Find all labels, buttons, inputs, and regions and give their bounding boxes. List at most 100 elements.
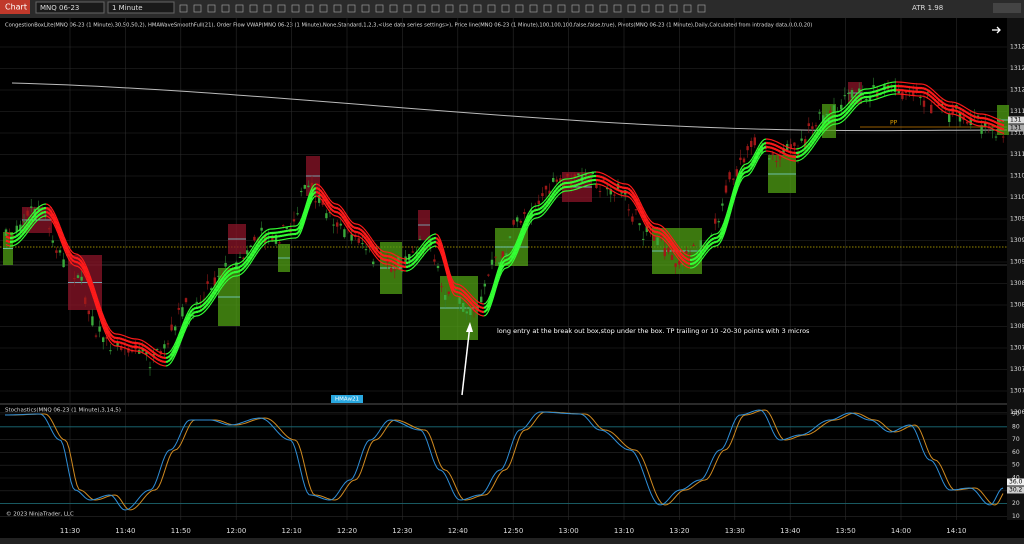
candle xyxy=(336,222,339,227)
hma-wave xyxy=(251,245,255,250)
time-label: 12:20 xyxy=(337,527,357,535)
hma-wave xyxy=(635,197,639,203)
hma-wave xyxy=(507,265,511,268)
scroll-arrow[interactable] xyxy=(992,26,1001,34)
hma-wave xyxy=(393,253,397,257)
hma-wave xyxy=(825,118,829,123)
hma-wave xyxy=(241,259,245,262)
interval-select[interactable] xyxy=(107,1,175,14)
hma-wave xyxy=(720,230,726,236)
candle xyxy=(994,136,998,138)
hma-wave xyxy=(419,252,423,257)
hma-wave xyxy=(251,253,255,258)
candle xyxy=(512,220,515,225)
hma-wave xyxy=(701,251,705,256)
hma-wave xyxy=(155,349,159,353)
price-label: 1309 xyxy=(1010,237,1024,244)
candle xyxy=(670,255,674,260)
candle xyxy=(51,240,54,243)
hma-wave xyxy=(145,342,149,345)
hma-wave xyxy=(855,100,859,104)
hma-wave xyxy=(763,141,767,145)
hma-wave xyxy=(71,263,75,266)
scrollbar[interactable] xyxy=(0,538,1024,544)
hma-wave xyxy=(633,202,637,207)
candle xyxy=(991,129,994,131)
hma-wave xyxy=(201,311,205,315)
hma-wave xyxy=(379,248,383,252)
hma-wave xyxy=(225,267,229,271)
hma-wave xyxy=(669,242,673,247)
hma-wave xyxy=(176,339,182,346)
hma-wave xyxy=(483,306,487,309)
instrument-select[interactable] xyxy=(35,1,105,14)
hma-wave xyxy=(521,223,525,229)
hma-wave xyxy=(697,256,701,261)
hma-wave xyxy=(145,345,149,350)
hma-wave xyxy=(877,88,881,92)
hma-wave xyxy=(399,256,403,259)
hma-wave xyxy=(522,226,528,232)
candle xyxy=(26,210,29,216)
hma-wave xyxy=(31,215,35,220)
hma-wave xyxy=(257,244,261,249)
hma-wave xyxy=(461,285,465,289)
hma-wave xyxy=(69,260,73,265)
hma-wave xyxy=(490,291,496,299)
hma-wave xyxy=(855,96,859,100)
hma-wave xyxy=(369,239,373,245)
hma-wave xyxy=(488,293,494,301)
hma-wave xyxy=(29,217,33,222)
hma-wave xyxy=(885,94,889,97)
hma-wave xyxy=(83,269,87,275)
hma-wave xyxy=(815,134,819,140)
candle xyxy=(220,273,224,279)
hma-wave xyxy=(431,245,435,248)
hma-wave xyxy=(707,244,711,248)
candle xyxy=(613,194,616,196)
hma-wave xyxy=(495,281,499,289)
hma-wave xyxy=(105,325,109,331)
hma-wave xyxy=(663,235,667,239)
hma-wave xyxy=(501,264,505,269)
candle xyxy=(462,302,465,312)
candle xyxy=(84,297,87,304)
hma-wave xyxy=(843,113,847,117)
hma-wave xyxy=(717,234,721,238)
hma-wave xyxy=(329,199,333,203)
hma-wave xyxy=(615,188,619,191)
hma-wave xyxy=(645,225,649,230)
hma-wave xyxy=(541,213,545,216)
hma-wave xyxy=(329,203,333,207)
window-controls[interactable] xyxy=(993,3,1021,13)
hma-wave xyxy=(521,235,525,241)
chart-tab[interactable] xyxy=(0,0,30,14)
hma-wave xyxy=(199,308,203,312)
hma-wave xyxy=(369,236,373,240)
hma-wave xyxy=(329,211,333,215)
hma-wave xyxy=(483,314,487,317)
hma-wave xyxy=(309,187,313,193)
hma-wave xyxy=(995,125,999,129)
hma-wave xyxy=(305,198,309,206)
hma-wave xyxy=(987,114,991,117)
hma-wave xyxy=(306,196,312,203)
hma-wave xyxy=(371,242,375,247)
hma-wave xyxy=(545,208,549,212)
time-label: 12:10 xyxy=(282,527,302,535)
hma-wave xyxy=(331,201,335,204)
price-label: 1307 xyxy=(1010,366,1024,373)
hma-wave xyxy=(853,94,857,98)
hma-wave xyxy=(541,204,545,209)
toolbar-icon xyxy=(501,4,510,13)
hma-wave xyxy=(759,141,763,145)
hma-wave xyxy=(683,256,687,260)
hma-wave xyxy=(785,149,789,153)
hma-wave xyxy=(51,216,55,221)
hma-wave xyxy=(267,236,271,239)
hma-wave xyxy=(611,178,615,181)
hma-wave xyxy=(789,159,793,162)
hma-wave xyxy=(933,90,937,94)
hma-wave xyxy=(505,262,509,266)
hma-wave xyxy=(741,176,745,180)
